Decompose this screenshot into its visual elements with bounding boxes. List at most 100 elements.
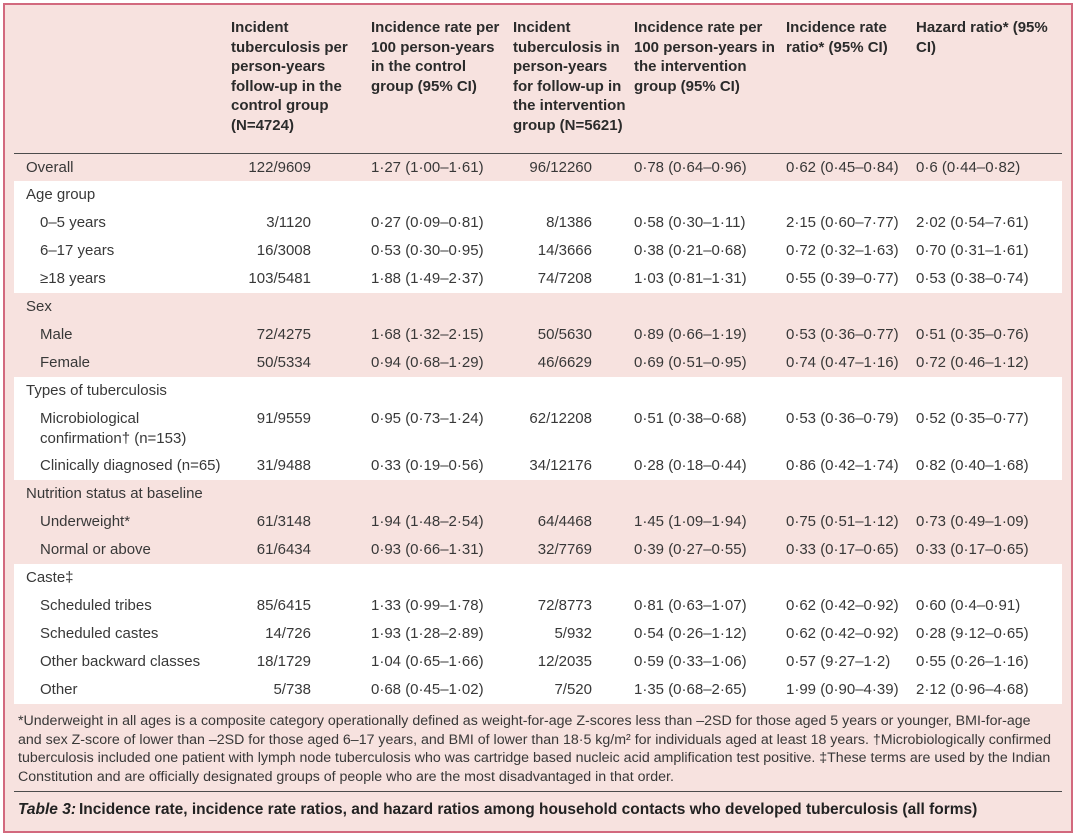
data-cell: 0·53 (0·36–0·77): [786, 326, 899, 343]
data-cell: 0·53 (0·36–0·79): [782, 405, 912, 452]
data-cell: 0·33 (0·17–0·65): [916, 541, 1029, 558]
data-cell: 0·54 (0·26–1·12): [630, 620, 782, 648]
table-row-other: Other 5/738 0·68 (0·45–1·02) 7/520 1·35 (0·6…: [14, 676, 1062, 704]
data-cell: 96/12260: [529, 158, 592, 176]
column-header-6: Hazard ratio* (95% CI): [912, 5, 1062, 154]
column-header-2: Incidence rate per 100 person-years in t…: [367, 5, 509, 154]
table-row-underweight: Underweight* 61/3148 1·94 (1·48–2·54) 64/44…: [14, 508, 1062, 536]
data-cell: 74/7208: [509, 265, 630, 293]
row-label: Other backward classes: [14, 648, 227, 676]
data-cell: 64/4468: [537, 513, 592, 530]
data-cell: 0·68 (0·45–1·02): [367, 676, 509, 704]
section-header-row-types-of-tuberculosis: Types of tuberculosis: [14, 377, 1062, 405]
data-cell: 50/5630: [537, 326, 592, 343]
data-cell: 0·38 (0·21–0·68): [630, 237, 782, 265]
data-cell: 31/9488: [227, 452, 367, 480]
section-header-row-nutrition-status: Nutrition status at baseline: [14, 480, 1062, 508]
column-header-1: Incident tuberculosis per person-years f…: [227, 5, 367, 154]
data-cell: 1·27 (1·00–1·61): [371, 158, 484, 176]
incidence-table: Incident tuberculosis per person-years f…: [14, 5, 1062, 704]
data-cell: 0·28 (9·12–0·65): [912, 620, 1062, 648]
table-row-18-years: ≥18 years 103/5481 1·88 (1·49–2·37) 74/7208…: [14, 265, 1062, 293]
data-cell: 0·94 (0·68–1·29): [371, 354, 484, 371]
data-cell: 14/726: [227, 620, 367, 648]
data-cell: 18/1729: [227, 648, 367, 676]
data-cell: 5/932: [509, 620, 630, 648]
data-cell: 0·82 (0·40–1·68): [912, 452, 1062, 480]
row-label: 0–5 years: [14, 209, 227, 237]
data-cell: 0·62 (0·42–0·92): [782, 592, 912, 620]
data-cell: 2·12 (0·96–4·68): [912, 676, 1062, 704]
data-cell: 0·52 (0·35–0·77): [912, 405, 1062, 452]
data-cell: 1·99 (0·90–4·39): [782, 676, 912, 704]
data-cell: 34/12176: [509, 452, 630, 480]
data-cell: 103/5481: [227, 265, 367, 293]
caption-text: Incidence rate, incidence rate ratios, a…: [79, 801, 978, 818]
data-cell: 0·51 (0·38–0·68): [630, 405, 782, 452]
table-row-other-backward-classes: Other backward classes 18/1729 1·04 (0·65–…: [14, 648, 1062, 676]
data-cell: 0·60 (0·4–0·91): [912, 592, 1062, 620]
data-cell: 61/3148: [256, 513, 311, 530]
data-cell: 1·45 (1·09–1·94): [634, 513, 747, 530]
data-cell: 7/520: [509, 676, 630, 704]
row-label: Underweight*: [40, 513, 131, 530]
table-header-row: Incident tuberculosis per person-years f…: [14, 5, 1062, 154]
data-cell: 3/1120: [227, 209, 367, 237]
data-cell: 0·55 (0·26–1·16): [912, 648, 1062, 676]
row-label: Scheduled tribes: [14, 592, 227, 620]
row-label: Microbiological confirmation† (n=153): [14, 405, 227, 452]
table-row-scheduled-tribes: Scheduled tribes 85/6415 1·33 (0·99–1·78) 7…: [14, 592, 1062, 620]
data-cell: 0·86 (0·42–1·74): [782, 452, 912, 480]
data-cell: 0·33 (0·19–0·56): [367, 452, 509, 480]
data-cell: 1·68 (1·32–2·15): [371, 326, 484, 343]
data-cell: 62/12208: [509, 405, 630, 452]
data-cell: 16/3008: [227, 237, 367, 265]
section-header-row-sex: Sex: [14, 293, 1062, 321]
section-header-label: Sex: [26, 298, 52, 315]
data-cell: 1·35 (0·68–2·65): [630, 676, 782, 704]
row-label: 6–17 years: [14, 237, 227, 265]
table-row-scheduled-castes: Scheduled castes 14/726 1·93 (1·28–2·89) 5/…: [14, 620, 1062, 648]
data-cell: 0·89 (0·66–1·19): [634, 326, 747, 343]
data-cell: 72/8773: [509, 592, 630, 620]
data-cell: 0·93 (0·66–1·31): [371, 541, 484, 558]
table-footnote: *Underweight in all ages is a composite …: [18, 713, 1052, 785]
data-cell: 72/4275: [256, 326, 311, 343]
section-header-label: Types of tuberculosis: [14, 377, 1062, 405]
data-cell: 0·57 (9·27–1·2): [782, 648, 912, 676]
data-cell: 5/738: [227, 676, 367, 704]
data-cell: 0·6 (0·44–0·82): [916, 158, 1021, 176]
data-cell: 0·53 (0·30–0·95): [367, 237, 509, 265]
data-cell: 1·03 (0·81–1·31): [630, 265, 782, 293]
data-cell: 0·58 (0·30–1·11): [630, 209, 782, 237]
data-cell: 0·33 (0·17–0·65): [786, 541, 899, 558]
table-row-0-5-years: 0–5 years 3/1120 0·27 (0·09–0·81) 8/1386 0·5…: [14, 209, 1062, 237]
data-cell: 0·72 (0·46–1·12): [916, 354, 1029, 371]
data-cell: 2·02 (0·54–7·61): [912, 209, 1062, 237]
data-cell: 1·33 (0·99–1·78): [367, 592, 509, 620]
row-label: Clinically diagnosed (n=65): [14, 452, 227, 480]
data-cell: 12/2035: [509, 648, 630, 676]
section-header-label: Nutrition status at baseline: [26, 485, 203, 502]
data-cell: 0·27 (0·09–0·81): [367, 209, 509, 237]
data-cell: 61/6434: [256, 541, 311, 558]
data-cell: 0·62 (0·42–0·92): [782, 620, 912, 648]
data-cell: 32/7769: [537, 541, 592, 558]
column-header-4: Incidence rate per 100 person-years in t…: [630, 5, 782, 154]
table-caption: Table 3: Incidence rate, incidence rate r…: [14, 791, 1062, 827]
row-label: Normal or above: [40, 541, 151, 558]
data-cell: 0·28 (0·18–0·44): [630, 452, 782, 480]
data-cell: 0·74 (0·47–1·16): [786, 354, 899, 371]
data-cell: 91/9559: [227, 405, 367, 452]
data-cell: 0·55 (0·39–0·77): [782, 265, 912, 293]
row-label: Overall: [26, 158, 74, 176]
data-cell: 1·93 (1·28–2·89): [367, 620, 509, 648]
data-cell: 1·94 (1·48–2·54): [371, 513, 484, 530]
data-cell: 0·81 (0·63–1·07): [630, 592, 782, 620]
data-cell: 0·59 (0·33–1·06): [630, 648, 782, 676]
data-cell: 0·70 (0·31–1·61): [912, 237, 1062, 265]
row-label: Scheduled castes: [14, 620, 227, 648]
data-cell: 1·88 (1·49–2·37): [367, 265, 509, 293]
table-row-clinically-diagnosed-n-65: Clinically diagnosed (n=65) 31/9488 0·33 (…: [14, 452, 1062, 480]
section-header-label: Age group: [14, 181, 1062, 209]
